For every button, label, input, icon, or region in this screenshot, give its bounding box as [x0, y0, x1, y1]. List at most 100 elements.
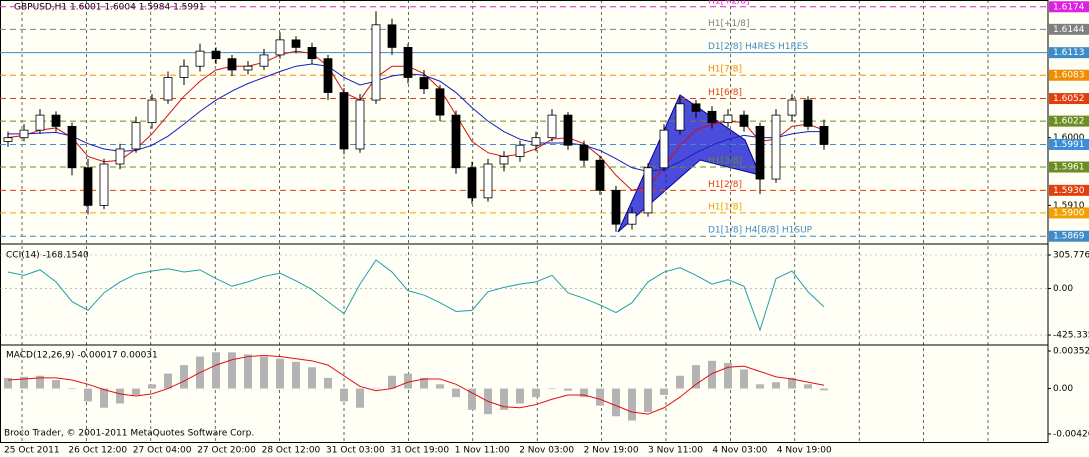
candle-body	[403, 46, 413, 78]
macd-bar	[564, 388, 572, 391]
x-tick-label: 1 Nov 11:00	[455, 446, 510, 456]
macd-bar	[500, 388, 508, 410]
level-tag	[1049, 1, 1089, 13]
candle-body	[659, 129, 669, 169]
candle-body	[259, 54, 269, 67]
candle-body	[83, 167, 93, 206]
macd-bar	[228, 352, 236, 389]
y-tick-label: -0.00426	[1053, 430, 1089, 440]
x-tick-label: 25 Oct 2011	[4, 446, 60, 456]
candle-body	[643, 167, 653, 214]
macd-bar	[692, 365, 700, 389]
macd-bar	[244, 354, 252, 389]
candle-body	[19, 129, 29, 139]
macd-bar	[468, 388, 476, 410]
level-tag	[1049, 47, 1089, 59]
candle-body	[371, 24, 381, 101]
candle-body	[51, 114, 61, 127]
macd-bar	[20, 376, 28, 389]
candle-body	[707, 110, 717, 124]
candle-body	[307, 46, 317, 60]
level-name: H1[6/8]	[708, 88, 742, 98]
macd-bar	[260, 356, 268, 389]
level-tag	[1049, 23, 1089, 35]
macd-bar	[212, 352, 220, 389]
level-label: 1.6022	[1053, 117, 1085, 127]
macd-bar	[628, 388, 636, 421]
candle-body	[195, 50, 205, 67]
level-label: 1.6052	[1053, 94, 1085, 104]
level-name: H1[1/8]	[708, 202, 742, 212]
level-tag	[1049, 184, 1089, 196]
macd-bar	[724, 362, 732, 389]
level-name: D1[1/8] H4[8/8] H1SUP	[708, 226, 813, 236]
candle-body	[435, 88, 445, 116]
macd-bar	[4, 377, 12, 389]
macd-bar	[52, 380, 60, 389]
macd-bar	[308, 367, 316, 389]
y-tick-label: 0.00	[1053, 284, 1073, 294]
candle-body	[3, 137, 13, 142]
level-tag	[1049, 207, 1089, 219]
level-name: H1[2/8]	[708, 180, 742, 190]
level-label: 1.5991	[1053, 140, 1085, 150]
candle-body	[131, 122, 141, 150]
level-tag	[1049, 115, 1089, 127]
candle-body	[515, 144, 525, 157]
plot-frame	[0, 0, 1049, 443]
level-name: H1[+2/8]	[708, 0, 750, 6]
candle-body	[467, 167, 477, 199]
candle-body	[451, 114, 461, 169]
candle-body	[323, 58, 333, 93]
candle-body	[579, 144, 589, 161]
macd-bar	[676, 375, 684, 389]
level-label: 1.6113	[1053, 48, 1085, 58]
candle-body	[67, 125, 77, 169]
candle-body	[99, 163, 109, 206]
level-tag	[1049, 69, 1089, 81]
y-tick-label: 0.00352	[1053, 347, 1089, 357]
macd-bar	[516, 388, 524, 404]
candle-body	[179, 65, 189, 78]
level-label: 1.6144	[1053, 25, 1085, 35]
macd-bar	[740, 369, 748, 389]
macd-bar	[756, 384, 764, 389]
macd-bar	[580, 388, 588, 398]
macd-bar	[68, 388, 76, 390]
x-tick-label: 27 Oct 04:00	[133, 446, 192, 456]
macd-bar	[772, 382, 780, 389]
x-tick-label: 4 Nov 19:00	[777, 446, 832, 456]
macd-bar	[404, 373, 412, 389]
footer: Broco Trader, © 2001-2011 MetaQuotes Sof…	[4, 429, 254, 439]
candle-body	[739, 114, 749, 127]
level-tag	[1049, 161, 1089, 173]
candle-body	[803, 99, 813, 127]
macd-bar	[180, 365, 188, 389]
macd-bar	[788, 377, 796, 389]
y-tick-label: 0.00	[1053, 384, 1073, 394]
x-tick-label: 31 Oct 03:00	[326, 446, 385, 456]
y-tick-label: -425.335	[1053, 331, 1089, 341]
macd-bar	[292, 361, 300, 389]
candle-body	[35, 114, 45, 131]
macd-title: MACD(12,26,9) -0.00017 0.00031	[6, 351, 158, 361]
macd-bar	[548, 388, 556, 390]
macd-bar	[452, 388, 460, 398]
x-tick-label: 2 Nov 19:00	[584, 446, 639, 456]
candle-body	[691, 103, 701, 112]
chart-title: GBPUSD,H1 1.6001 1.6004 1.5984 1.5991	[14, 3, 205, 13]
candle-body	[291, 39, 301, 48]
x-tick-label: 4 Nov 03:00	[712, 446, 767, 456]
candle-body	[531, 137, 541, 146]
macd-bar	[324, 377, 332, 389]
candle-body	[819, 125, 829, 145]
macd-bar	[276, 358, 284, 389]
candle-body	[563, 114, 573, 146]
candle-body	[547, 114, 557, 139]
macd-bar	[420, 377, 428, 389]
candle-body	[723, 114, 733, 124]
candle-body	[755, 125, 765, 180]
macd-bar	[804, 384, 812, 389]
